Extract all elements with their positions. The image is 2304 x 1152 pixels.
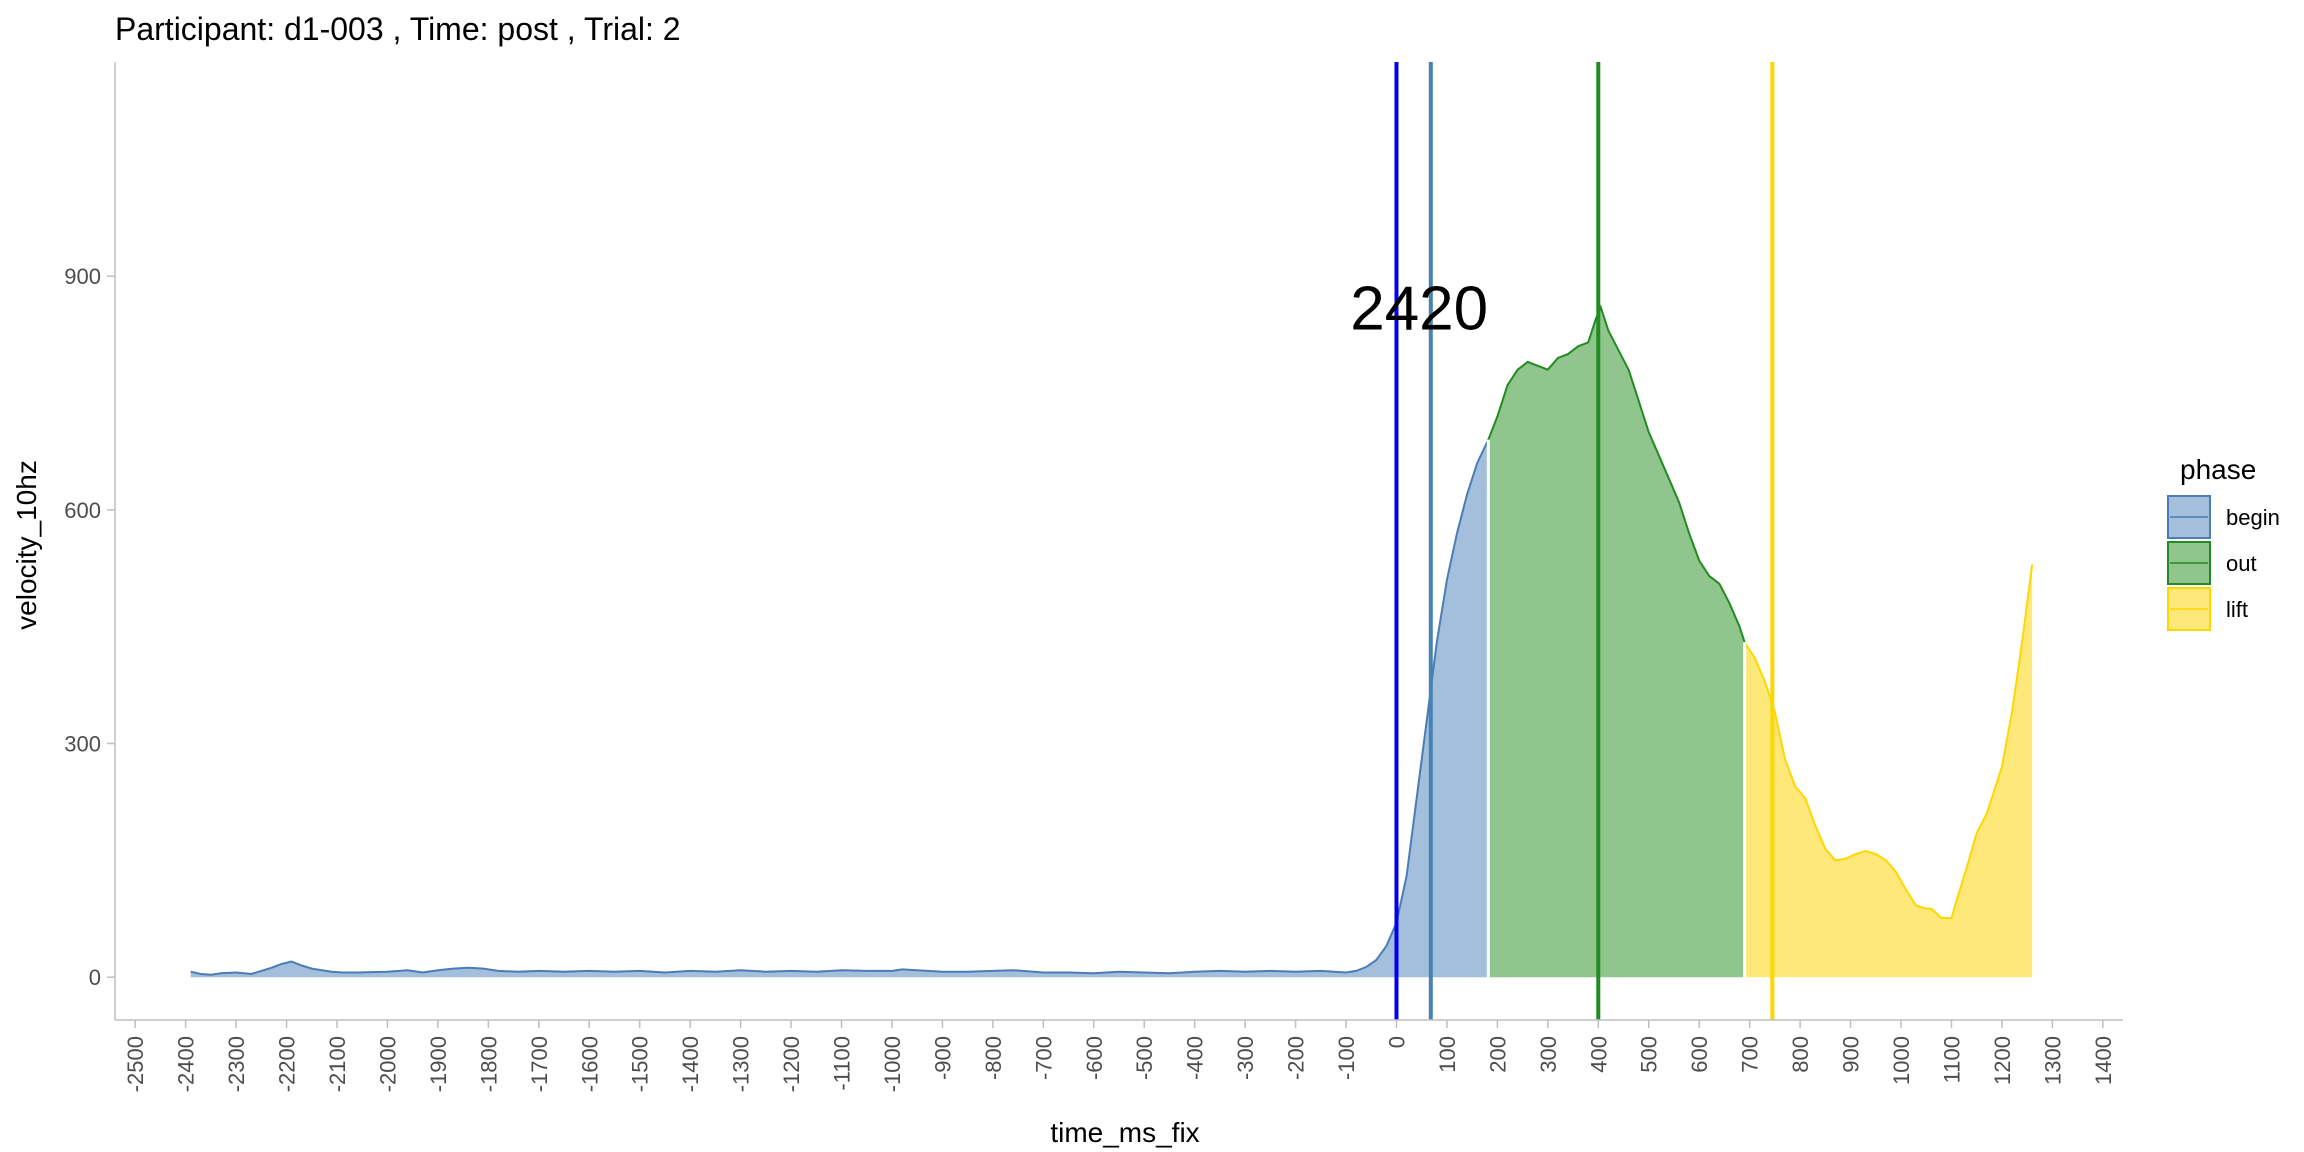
- x-tick-label: -1600: [577, 1036, 602, 1092]
- x-tick-label: -300: [1233, 1036, 1258, 1080]
- x-tick-label: -1500: [628, 1036, 653, 1092]
- x-tick-label: 700: [1738, 1036, 1763, 1073]
- line-lift: [1743, 564, 2034, 919]
- y-axis-title: velocity_10hz: [11, 460, 42, 630]
- legend: phase begin out lift: [2167, 454, 2280, 631]
- x-tick-label: -1100: [830, 1036, 855, 1091]
- area-out: [1488, 307, 1745, 978]
- x-tick-label: -1700: [527, 1036, 552, 1092]
- value-annotation: 2420: [1350, 274, 1488, 343]
- x-tick-label: 300: [1536, 1036, 1561, 1073]
- x-tick-label: -2400: [174, 1036, 199, 1092]
- x-tick-label: -2000: [375, 1036, 400, 1092]
- y-tick-label: 300: [64, 732, 101, 757]
- x-tick-label: -2500: [123, 1036, 148, 1092]
- x-tick-label: 800: [1788, 1036, 1813, 1073]
- y-tick-label: 0: [89, 965, 101, 990]
- y-tick-label: 600: [64, 498, 101, 523]
- x-tick-label: 400: [1586, 1036, 1611, 1073]
- legend-label: out: [2226, 551, 2257, 576]
- line-begin: [190, 439, 1490, 976]
- area-begin: [190, 439, 1489, 978]
- x-tick-label: 0: [1385, 1036, 1410, 1048]
- x-tick-label: -1900: [426, 1036, 451, 1092]
- x-tick-label: -1800: [476, 1036, 501, 1092]
- x-tick-label: -1000: [880, 1036, 905, 1092]
- legend-label: begin: [2226, 505, 2280, 530]
- legend-label: lift: [2226, 597, 2248, 622]
- line-out: [1487, 304, 1746, 643]
- x-tick-label: -2200: [275, 1036, 300, 1092]
- x-tick-label: 500: [1637, 1036, 1662, 1073]
- area-lift: [1744, 564, 2033, 978]
- x-tick-label: -200: [1284, 1036, 1309, 1080]
- x-tick-label: -1200: [779, 1036, 804, 1092]
- x-tick-label: -900: [930, 1036, 955, 1080]
- x-tick-label: -700: [1031, 1036, 1056, 1080]
- x-tick-label: -1400: [678, 1036, 703, 1092]
- x-tick-label: 900: [1839, 1036, 1864, 1073]
- x-tick-label: -100: [1334, 1036, 1359, 1080]
- legend-title: phase: [2180, 454, 2256, 485]
- x-tick-label: 100: [1435, 1036, 1460, 1073]
- x-tick-label: 200: [1485, 1036, 1510, 1073]
- x-tick-label: -2100: [325, 1036, 350, 1092]
- x-tick-label: 1400: [2091, 1036, 2116, 1085]
- x-tick-label: -400: [1183, 1036, 1208, 1080]
- chart-title: Participant: d1-003 , Time: post , Trial…: [115, 11, 681, 47]
- plot-area: [190, 62, 2034, 1020]
- x-tick-label: -2300: [224, 1036, 249, 1092]
- x-tick-label: -1300: [729, 1036, 754, 1092]
- x-tick-label: 1000: [1889, 1036, 1914, 1085]
- x-tick-label: 1300: [2040, 1036, 2065, 1085]
- x-tick-label: 1200: [1990, 1036, 2015, 1085]
- x-tick-label: -800: [981, 1036, 1006, 1080]
- x-tick-label: 1100: [1940, 1036, 1965, 1083]
- x-tick-label: 600: [1687, 1036, 1712, 1073]
- x-tick-label: -500: [1132, 1036, 1157, 1080]
- y-tick-label: 900: [64, 264, 101, 289]
- x-tick-label: -600: [1082, 1036, 1107, 1080]
- x-axis-title: time_ms_fix: [1050, 1117, 1199, 1148]
